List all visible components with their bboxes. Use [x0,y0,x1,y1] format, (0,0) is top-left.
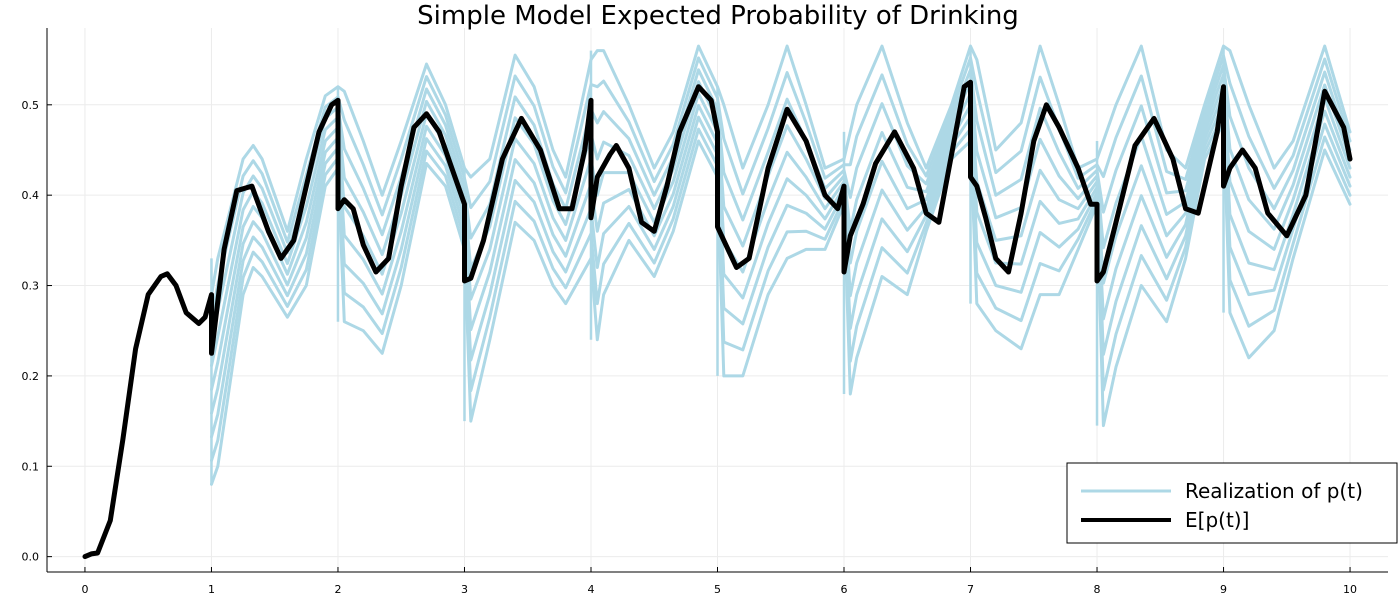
x-tick-label-4: 4 [587,583,594,596]
realization-line-0 [210,121,1352,486]
y-tick-label-4: 0.4 [22,189,40,202]
x-tick-label-8: 8 [1094,583,1101,596]
y-tick-label-0: 0.0 [22,551,40,564]
realization-line-6 [210,63,1352,344]
y-tick-label-5: 0.5 [22,99,40,112]
x-tick-label-9: 9 [1220,583,1227,596]
expected-line [82,79,1353,560]
x-tick-label-2: 2 [334,583,341,596]
realization-line-3 [210,92,1352,415]
x-tick-label-5: 5 [714,583,721,596]
x-tick-label-0: 0 [81,583,88,596]
realization-line-1 [210,111,1352,463]
x-tick-label-10: 10 [1343,583,1357,596]
legend: Realization of p(t) E[p(t)] [1066,462,1398,544]
chart-title: Simple Model Expected Probability of Dri… [417,1,1019,31]
x-tick-label-3: 3 [461,583,468,596]
legend-label-0: Realization of p(t) [1185,479,1363,503]
y-tick-label-1: 0.1 [22,460,40,473]
y-tick-label-2: 0.2 [22,370,40,383]
realization-line-8 [210,44,1352,297]
realization-line-7 [210,54,1352,320]
expected-line-group [82,79,1353,560]
x-tick-label-7: 7 [967,583,974,596]
realization-line-2 [210,102,1352,439]
tick-labels: 0 1 2 3 4 5 6 7 8 9 10 0.0 0.1 0.2 0.3 0.4 0.5 [22,99,1358,596]
y-tick-label-3: 0.3 [22,280,40,293]
legend-box [1066,462,1398,544]
x-tick-label-1: 1 [208,583,215,596]
legend-label-1: E[p(t)] [1185,508,1249,532]
axes [46,28,1388,573]
x-tick-label-6: 6 [841,583,848,596]
